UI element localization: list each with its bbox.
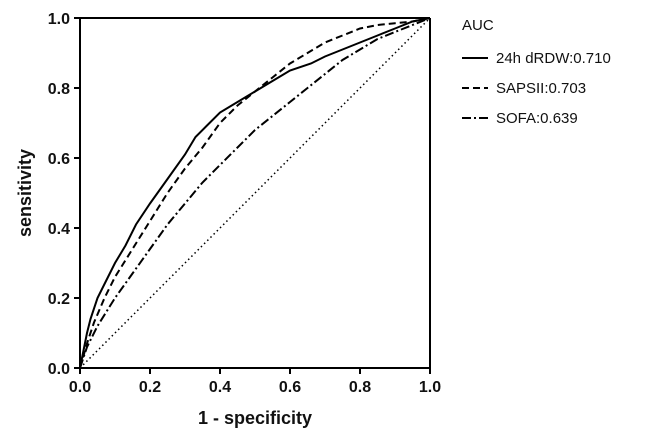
y-tick-label: 0.0 xyxy=(48,361,70,378)
series-line-24h-drdw xyxy=(80,18,430,368)
x-axis-title: 1 - specificity xyxy=(198,408,312,428)
x-tick-label: 0.4 xyxy=(209,379,231,396)
y-tick-label: 0.8 xyxy=(48,81,70,98)
legend-label: SOFA:0.639 xyxy=(496,110,578,127)
x-tick-label: 0.6 xyxy=(279,379,301,396)
series-line-sapsii xyxy=(80,18,430,368)
y-tick-label: 0.2 xyxy=(48,291,70,308)
legend-title: AUC xyxy=(462,17,494,34)
y-tick-label: 0.6 xyxy=(48,151,70,168)
y-axis-title: sensitivity xyxy=(15,149,35,237)
x-tick-label: 0.2 xyxy=(139,379,161,396)
x-tick-label: 0.0 xyxy=(69,379,91,396)
y-tick-label: 1.0 xyxy=(48,11,70,28)
legend: AUC 24h dRDW:0.710 SAPSII:0.703 SOFA:0.639 xyxy=(462,17,611,127)
legend-label: SAPSII:0.703 xyxy=(496,80,586,97)
legend-label: 24h dRDW:0.710 xyxy=(496,50,611,67)
series-line-reference xyxy=(80,18,430,368)
x-tick-label: 0.8 xyxy=(349,379,371,396)
series-line-sofa xyxy=(80,18,430,368)
y-tick-label: 0.4 xyxy=(48,221,70,238)
x-tick-label: 1.0 xyxy=(419,379,441,396)
